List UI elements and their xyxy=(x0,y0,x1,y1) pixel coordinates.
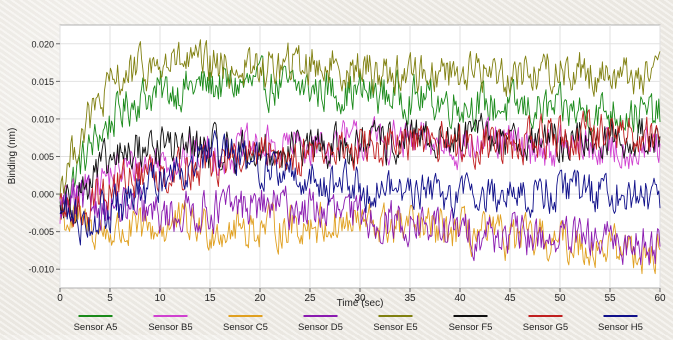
x-tick-label: 60 xyxy=(654,293,666,304)
legend-label: Sensor B5 xyxy=(148,322,192,333)
series-line-sensor-d5 xyxy=(59,174,661,266)
x-tick-label: 40 xyxy=(454,293,466,304)
legend-label: Sensor H5 xyxy=(598,322,643,333)
x-tick-label: 15 xyxy=(204,293,216,304)
y-tick-label: 0.015 xyxy=(31,77,54,87)
x-tick-label: 55 xyxy=(604,293,616,304)
x-tick-label: 25 xyxy=(304,293,316,304)
series-layer xyxy=(59,39,661,275)
y-tick-label: 0.005 xyxy=(31,152,54,162)
y-tick-label: 0.000 xyxy=(31,190,54,200)
grid xyxy=(59,25,661,288)
y-tick-label: 0.010 xyxy=(31,114,54,124)
y-axis-label: Binding (nm) xyxy=(7,128,18,185)
x-tick-label: 50 xyxy=(554,293,566,304)
series-line-sensor-g5 xyxy=(59,109,661,228)
x-axis: 0 5 10 15 20 25 30 35 40 45 50 55 60 xyxy=(57,288,666,304)
x-tick-label: 5 xyxy=(107,293,113,304)
x-axis-label: Time (sec) xyxy=(337,298,384,309)
x-tick-label: 0 xyxy=(57,293,63,304)
legend-label: Sensor F5 xyxy=(449,322,493,333)
legend-label: Sensor G5 xyxy=(523,322,568,333)
legend-label: Sensor C5 xyxy=(223,322,268,333)
y-axis: -0.010 -0.005 0.000 0.005 0.010 0.015 0.020 xyxy=(28,39,60,275)
x-tick-label: 45 xyxy=(504,293,516,304)
legend-label: Sensor D5 xyxy=(298,322,343,333)
legend-label: Sensor A5 xyxy=(74,322,118,333)
x-tick-label: 35 xyxy=(404,293,416,304)
legend-label: Sensor E5 xyxy=(373,322,417,333)
x-tick-label: 20 xyxy=(254,293,266,304)
legend: Sensor A5 Sensor B5 Sensor C5 Sensor D5 Sens… xyxy=(74,315,643,333)
series-line-sensor-h5 xyxy=(59,129,661,246)
series-line-sensor-f5 xyxy=(59,112,661,224)
series-line-sensor-e5 xyxy=(59,39,661,197)
y-tick-label: -0.010 xyxy=(28,265,54,275)
x-tick-label: 30 xyxy=(354,293,366,304)
y-tick-label: 0.020 xyxy=(31,39,54,49)
series-line-sensor-a5 xyxy=(59,55,661,214)
y-tick-label: -0.005 xyxy=(28,227,54,237)
x-tick-label: 10 xyxy=(154,293,166,304)
